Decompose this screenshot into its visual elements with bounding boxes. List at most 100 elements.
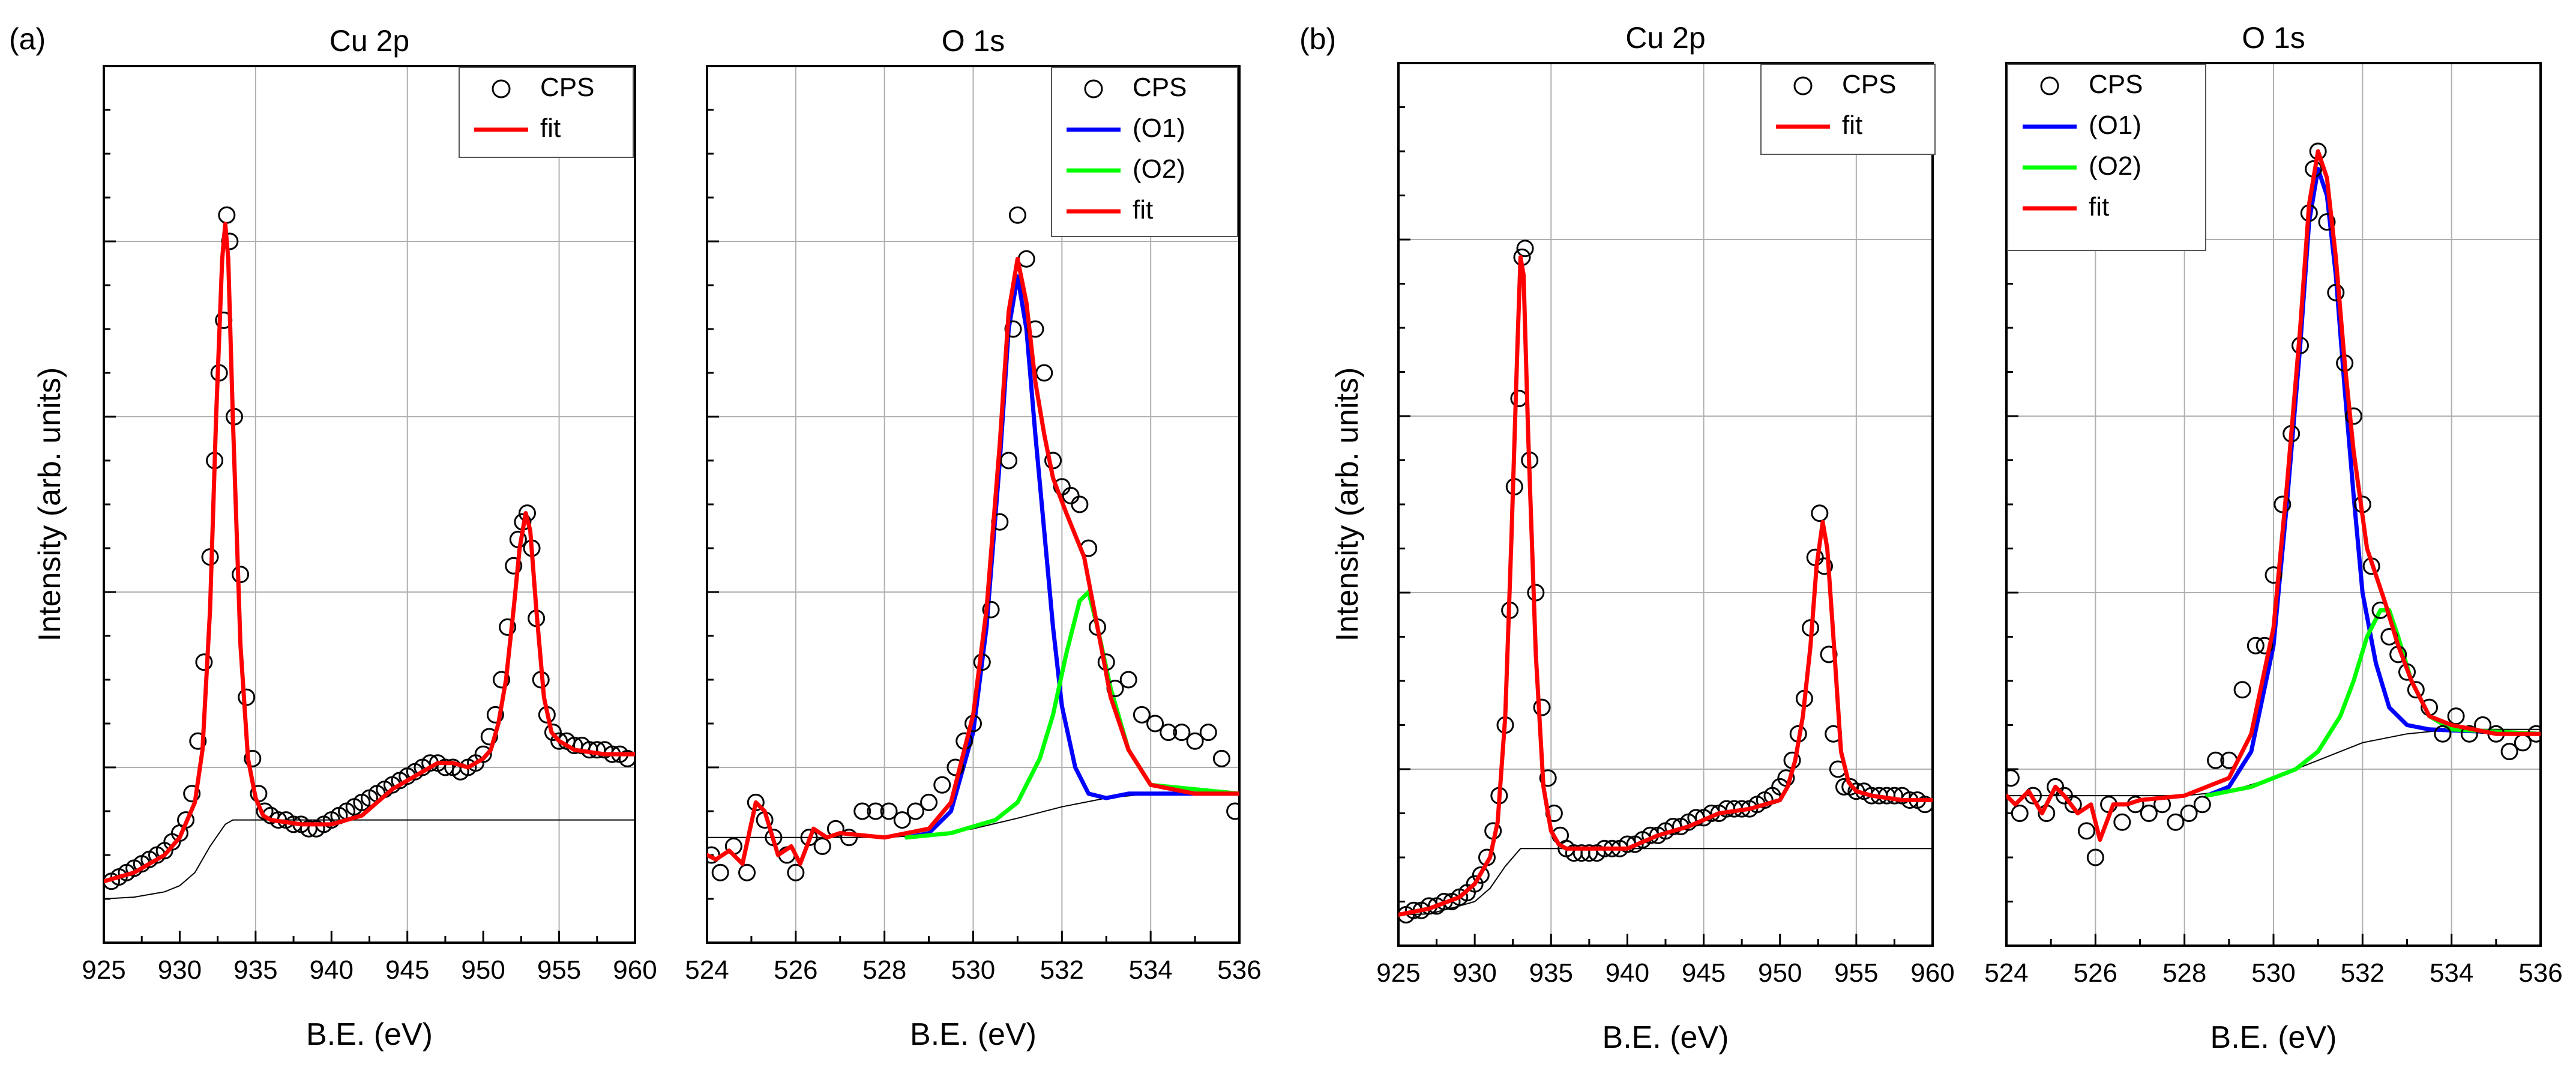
legend-box: [1760, 64, 1936, 155]
data-point: [840, 829, 858, 847]
data-point: [183, 785, 201, 803]
x-tick-label: 536: [1217, 955, 1261, 985]
x-tick-label: 955: [537, 955, 581, 985]
legend-label: (O2): [1133, 154, 1185, 184]
data-point: [2047, 778, 2065, 796]
legend-label: fit: [1842, 110, 1862, 140]
data-point: [867, 802, 885, 820]
data-point: [1916, 796, 1933, 814]
data-point: [2180, 805, 2198, 822]
data-point: [505, 557, 523, 575]
data-point: [2246, 636, 2265, 654]
data-point: [474, 745, 492, 763]
x-tick-label: 945: [385, 955, 429, 985]
data-point: [982, 600, 1000, 618]
data-point: [2256, 636, 2274, 654]
data-point: [2006, 769, 2020, 787]
x-tick-label: 940: [310, 955, 354, 985]
data-point: [2500, 743, 2518, 761]
legend-label: (O1): [2089, 110, 2141, 140]
panel-tag-a: (a): [9, 22, 46, 56]
data-point: [906, 802, 924, 820]
x-tick-label: 955: [1834, 958, 1878, 988]
legend-box: [1051, 67, 1238, 237]
x-axis-label: B.E. (eV): [1602, 1020, 1729, 1055]
x-tick-label: 532: [2341, 958, 2385, 988]
x-tick-label: 960: [613, 955, 657, 985]
data-point: [1004, 320, 1022, 338]
data-point: [2207, 751, 2225, 769]
chart-title: Cu 2p: [1625, 21, 1705, 55]
series-fit-line: [104, 222, 635, 884]
data-point: [480, 728, 498, 746]
data-point: [2434, 725, 2452, 743]
legend-label: fit: [1133, 195, 1153, 225]
x-tick-label: 524: [1984, 958, 2028, 988]
chart-b-cu2p: 925 930 935 940 945 950 955 960 Cu 2p B.E. (eV) CP…: [1376, 21, 1954, 1055]
data-point: [1133, 706, 1151, 724]
legend-label: CPS: [1133, 73, 1187, 102]
legend: CPS (O1) (O2) fit: [1051, 67, 1238, 237]
chart-b-o1s: 524 526 528 530 532 534 536 O 1s B.E. (eV) CPS (O1…: [1984, 21, 2562, 1055]
data-point: [2078, 822, 2095, 840]
data-point: [2233, 681, 2251, 699]
data-point: [787, 863, 805, 881]
legend-label: CPS: [2089, 70, 2143, 99]
data-point: [1226, 802, 1239, 820]
x-tick-label: 950: [1758, 958, 1802, 988]
x-tick-label: 935: [233, 955, 277, 985]
data-point: [2327, 283, 2345, 301]
data-point: [244, 749, 262, 767]
legend: CPS fit: [459, 67, 634, 158]
data-point: [2086, 848, 2104, 866]
data-point: [1516, 240, 1534, 258]
x-tick-label: 528: [2162, 958, 2206, 988]
data-point: [2318, 213, 2336, 231]
x-tick-label: 930: [1452, 958, 1496, 988]
panel-tag-b: (b): [1299, 22, 1336, 56]
x-tick-label: 925: [1376, 958, 1420, 988]
chart-a-cu2p: 925 930 935 940 945 950 955 960 Cu 2p B.E. (eV) CP…: [82, 24, 657, 1052]
x-tick-label: 950: [461, 955, 505, 985]
data-point: [1472, 866, 1490, 884]
x-tick-label: 532: [1040, 955, 1084, 985]
data-point: [2055, 787, 2073, 805]
data-point: [880, 802, 898, 820]
data-point: [2193, 796, 2211, 814]
chart-a-o1s: 524 526 528 530 532 534 536 O 1s B.E. (eV) CPS (O1…: [685, 24, 1261, 1052]
x-tick-label: 960: [1910, 958, 1954, 988]
series-o1-line: [904, 274, 1239, 840]
data-point: [189, 732, 207, 750]
background-line: [104, 819, 635, 899]
x-axis-label: B.E. (eV): [306, 1017, 433, 1052]
x-tick-label: 526: [774, 955, 817, 985]
data-point: [738, 863, 756, 881]
legend-label: fit: [540, 113, 561, 143]
series-fit-line: [1398, 255, 1933, 917]
data-point: [1160, 724, 1178, 742]
x-tick-label: 534: [1128, 955, 1172, 985]
chart-title: Cu 2p: [330, 24, 409, 58]
x-tick-label: 930: [158, 955, 202, 985]
x-tick-label: 530: [951, 955, 995, 985]
data-point: [1062, 486, 1080, 504]
x-tick-label: 925: [82, 955, 125, 985]
data-point: [946, 758, 964, 776]
legend-label: (O2): [2089, 151, 2141, 181]
x-tick-label: 536: [2518, 958, 2562, 988]
x-tick-label: 935: [1529, 958, 1573, 988]
x-axis-label: B.E. (eV): [910, 1017, 1037, 1052]
data-point: [486, 706, 504, 724]
x-tick-label: 940: [1605, 958, 1649, 988]
data-point: [893, 811, 911, 829]
legend: CPS fit: [1760, 64, 1936, 155]
data-point: [1071, 495, 1089, 513]
data-point: [2265, 566, 2283, 584]
data-point: [1119, 671, 1137, 689]
x-tick-label: 530: [2251, 958, 2295, 988]
data-point: [2345, 407, 2362, 425]
data-point: [492, 671, 510, 689]
data-point: [2113, 813, 2131, 831]
data-point: [1466, 875, 1484, 893]
